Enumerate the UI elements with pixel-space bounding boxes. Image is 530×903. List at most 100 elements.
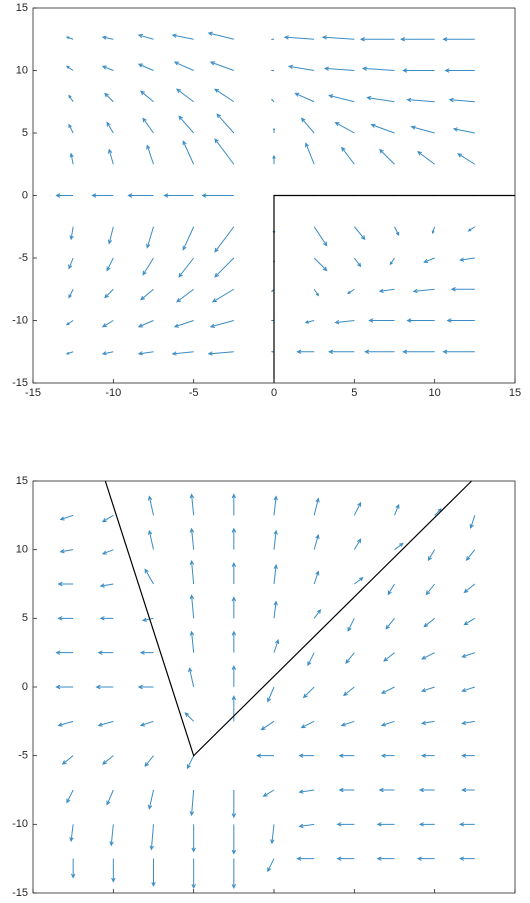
arrow [256,753,274,758]
arrow [214,257,235,278]
arrow [55,684,74,690]
arrow [111,858,116,883]
arrow [418,787,435,793]
arrow [91,193,114,198]
arrow [189,493,195,516]
arrow [423,617,435,628]
arrow [287,64,315,71]
arrow [65,320,74,326]
arrow [446,318,475,323]
arrow [141,617,154,622]
arrow [359,37,395,42]
arrow [457,153,476,165]
arrow [149,824,154,851]
arrow [147,789,154,810]
arrow [57,581,74,587]
arrow [231,630,237,653]
x-tick-label: 0 [271,387,277,399]
arrow [273,495,278,516]
arrow [270,38,274,41]
arrow [59,514,74,521]
arrow [300,117,315,134]
arrow [389,257,395,266]
arrow [106,121,114,134]
arrow [376,822,395,827]
arrow [178,257,195,278]
arrow [394,226,400,237]
arrow [209,320,234,328]
arrow [171,351,194,356]
arrow [313,288,319,297]
x-tick-label: 5 [351,387,357,399]
arrow [140,90,154,103]
y-tick-label: -15 [12,887,28,898]
arrow [231,493,237,516]
arrow [182,226,195,251]
arrow [106,789,114,806]
arrow [182,140,195,165]
arrow [273,529,278,550]
arrow [142,117,154,134]
arrow [99,583,114,588]
arrow [270,824,275,845]
arrow [313,226,328,247]
arrow [211,288,235,303]
arrow [364,349,395,354]
arrow [387,583,395,596]
arrow [380,753,395,758]
arrow [189,527,195,550]
arrow [313,570,320,585]
arrow [184,712,195,722]
arrow [353,226,366,241]
arrow [273,600,278,619]
arrow [334,320,355,325]
arrow [353,501,362,516]
arrow [101,320,114,328]
arrow [442,349,475,354]
arrow [68,94,74,103]
arrow [298,789,315,794]
arrow [336,856,355,861]
arrow [173,61,194,71]
arrow [469,515,476,529]
arrow [376,856,395,861]
arrow [65,65,74,71]
arrow [394,542,404,551]
arrow [186,755,195,770]
arrow [267,858,275,873]
arrow [171,33,194,40]
y-tick-label: -5 [18,750,28,762]
arrow [412,288,435,294]
arrow [147,495,154,516]
arrow [341,146,355,165]
arrow [362,66,395,71]
arrow [191,824,196,853]
arrow [321,35,355,40]
arrow [139,650,154,655]
arrow [214,226,235,253]
arrow [68,257,74,270]
arrow [144,755,154,768]
arrow [101,35,114,40]
arrow [425,583,436,596]
y-tick-label: 0 [22,189,28,201]
arrow [207,31,234,40]
arrow [313,533,320,550]
arrow [283,35,315,40]
arrow [137,351,154,356]
arrow [101,351,114,356]
arrow [189,559,195,585]
arrow [188,667,195,688]
arrow [417,151,435,165]
arrow [463,617,476,626]
arrow [189,594,195,619]
arrow [300,720,315,729]
arrow [231,664,237,687]
arrow [214,88,235,103]
arrow [448,97,475,103]
arrow [231,695,237,722]
arrow [427,549,436,562]
y-tick-label: -10 [12,314,28,326]
